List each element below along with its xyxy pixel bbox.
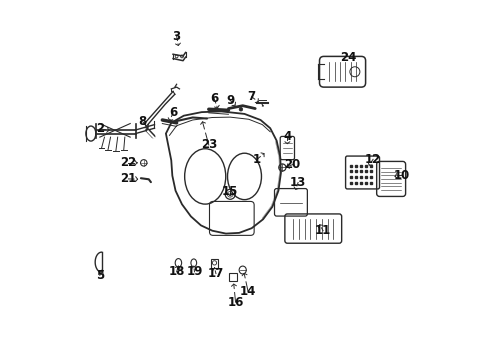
Text: 24: 24: [339, 51, 356, 64]
Text: 20: 20: [284, 158, 300, 171]
Text: 7: 7: [247, 90, 255, 103]
Text: 2: 2: [96, 122, 103, 135]
Text: 12: 12: [364, 153, 381, 166]
Bar: [210, 258, 218, 267]
Text: 22: 22: [120, 156, 136, 169]
Text: 6: 6: [209, 92, 218, 105]
Text: 10: 10: [393, 169, 409, 182]
Text: 1: 1: [252, 153, 261, 166]
Text: 13: 13: [289, 176, 305, 189]
Text: 15: 15: [222, 185, 238, 198]
Text: 21: 21: [120, 172, 136, 185]
Text: 3: 3: [172, 30, 181, 42]
Text: 8: 8: [138, 115, 146, 128]
Text: 14: 14: [240, 285, 256, 298]
Text: 6: 6: [168, 106, 177, 120]
Text: 17: 17: [207, 267, 224, 280]
Text: 16: 16: [227, 296, 243, 309]
Text: 18: 18: [168, 265, 184, 278]
Circle shape: [239, 108, 242, 111]
Text: 11: 11: [314, 224, 330, 237]
Text: 19: 19: [186, 265, 202, 278]
Text: 9: 9: [225, 94, 234, 107]
Bar: [229, 273, 237, 281]
Text: 5: 5: [96, 269, 104, 282]
Text: 23: 23: [200, 139, 217, 152]
Text: 4: 4: [283, 130, 291, 143]
